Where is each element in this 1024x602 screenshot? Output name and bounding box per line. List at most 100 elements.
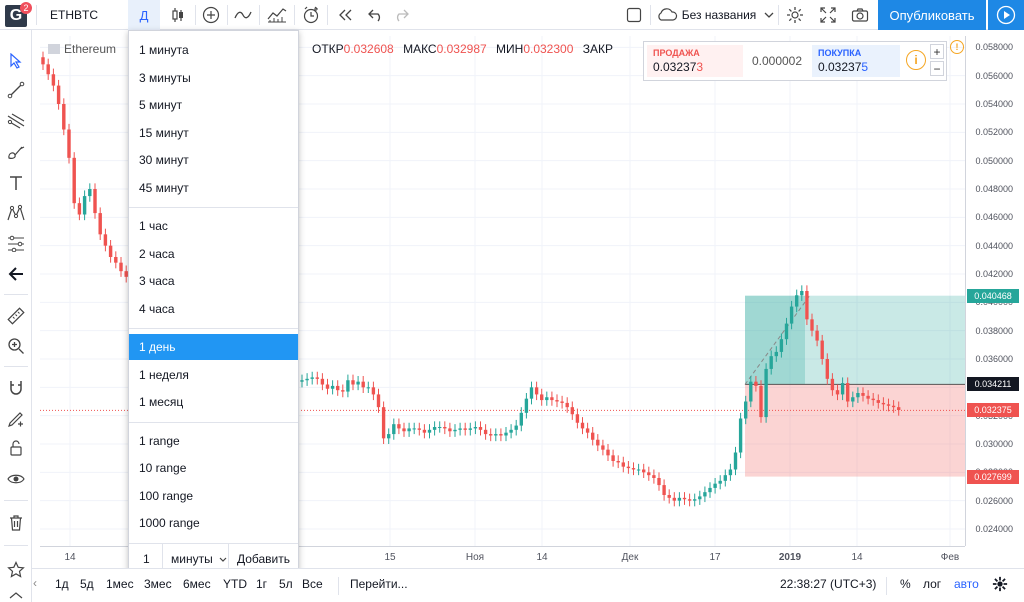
ruler-icon[interactable]	[4, 304, 28, 328]
custom-interval-input[interactable]: 1	[129, 544, 163, 574]
clock-timezone[interactable]: 22:38:27 (UTC+3)	[780, 577, 877, 591]
sell-button[interactable]: ПРОДАЖА 0.032373	[647, 45, 743, 77]
minus-button[interactable]: −	[930, 61, 944, 76]
divider	[4, 500, 28, 501]
replay-icon[interactable]	[330, 0, 360, 30]
gear-icon[interactable]	[780, 0, 810, 30]
trash-icon[interactable]	[4, 511, 28, 535]
candle-body	[427, 429, 432, 433]
goto-date-button[interactable]: Перейти...	[350, 577, 408, 591]
back-arrow-icon[interactable]	[4, 262, 28, 286]
tag-icon[interactable]	[4, 586, 28, 602]
indicators-icon[interactable]	[228, 0, 258, 30]
buy-button[interactable]: ПОКУПКА 0.032375	[812, 45, 900, 77]
interval-option[interactable]: 5 минут	[139, 98, 183, 112]
plus-button[interactable]: +	[930, 44, 944, 59]
zoom-in-icon[interactable]	[4, 334, 28, 358]
add-interval-button[interactable]: Добавить	[236, 552, 291, 566]
interval-option[interactable]: 1 range	[139, 433, 180, 448]
candle-body	[657, 478, 661, 486]
camera-icon[interactable]	[845, 0, 875, 30]
log-toggle[interactable]: лог	[923, 577, 942, 591]
bottom-toolbar: ‹ Перейти... 22:38:27 (UTC+3) % лог авто…	[32, 568, 1024, 602]
brush-icon[interactable]	[4, 140, 28, 164]
candles-icon[interactable]	[163, 0, 193, 30]
candle-body	[463, 428, 467, 430]
interval-dropdown: 1 минуты Добавить 1 минута 3 минуты 5 мину…	[128, 30, 299, 574]
price-tick-label: 0.048000	[975, 184, 1013, 194]
range-button[interactable]: 1г	[256, 577, 268, 591]
interval-option[interactable]: 1 час	[139, 219, 168, 233]
candle-body	[305, 378, 309, 381]
price-axis[interactable]	[965, 36, 1024, 546]
interval-option[interactable]: 100 range	[139, 488, 194, 503]
publish-button[interactable]: Опубликовать	[878, 0, 986, 30]
undo-icon[interactable]	[361, 0, 391, 30]
interval-option[interactable]: 10 range	[139, 461, 187, 475]
text-icon[interactable]	[4, 171, 28, 195]
interval-option[interactable]: 45 минут	[139, 180, 189, 195]
fullscreen-square-icon[interactable]	[619, 0, 649, 30]
interval-button[interactable]: Д	[128, 0, 160, 30]
cursor-icon[interactable]	[4, 49, 28, 73]
candle-body	[82, 196, 87, 215]
symbol-legend: Ethereum	[48, 42, 116, 56]
time-axis[interactable]: 14Окт15Ноя14Дек17201914Фев	[40, 546, 965, 566]
range-button[interactable]: 1д	[55, 577, 69, 591]
interval-option[interactable]: 15 минут	[139, 125, 189, 140]
trend-line-icon[interactable]	[4, 78, 28, 102]
cloud-icon	[658, 8, 677, 21]
candle-body	[693, 499, 697, 501]
add-indicator-icon[interactable]	[196, 0, 226, 30]
percent-toggle[interactable]: %	[900, 577, 911, 591]
prediction-icon[interactable]	[4, 231, 28, 255]
alert-clock-icon[interactable]	[296, 0, 326, 30]
pitchfork-icon[interactable]	[4, 109, 28, 133]
divider	[259, 5, 260, 25]
range-button[interactable]: YTD	[223, 577, 247, 591]
star-icon[interactable]	[4, 558, 28, 582]
auto-toggle[interactable]: авто	[954, 577, 979, 591]
compare-icon[interactable]	[262, 0, 292, 30]
scroll-left-icon[interactable]: ‹	[33, 576, 37, 590]
gear-icon[interactable]	[992, 576, 1008, 595]
warning-icon[interactable]: !	[950, 40, 964, 54]
play-button[interactable]	[988, 0, 1024, 30]
custom-interval-unit-select[interactable]: минуты	[163, 544, 229, 574]
fullscreen-icon[interactable]	[813, 0, 843, 30]
interval-option[interactable]: 3 минуты	[139, 70, 191, 85]
candle-body	[723, 475, 727, 481]
layout-menu-button[interactable]: Без названия	[654, 0, 776, 30]
pattern-icon[interactable]	[4, 201, 28, 225]
interval-option[interactable]: 3 часа	[139, 274, 175, 288]
interval-option[interactable]: 1 месяц	[139, 395, 184, 409]
draw-mode-icon[interactable]	[4, 406, 28, 430]
candle-body	[846, 383, 850, 402]
interval-option[interactable]: 2 часа	[139, 246, 175, 261]
range-button[interactable]: 3мес	[144, 577, 172, 591]
interval-option[interactable]: 1 неделя	[139, 367, 189, 382]
range-button[interactable]: 5л	[279, 577, 293, 591]
lock-icon[interactable]	[4, 436, 28, 460]
range-button[interactable]: 5д	[80, 577, 94, 591]
redo-icon[interactable]	[386, 0, 416, 30]
interval-option[interactable]: 1000 range	[139, 516, 200, 530]
range-button[interactable]: Все	[302, 577, 323, 591]
custom-interval-row: 1 минуты Добавить	[129, 543, 298, 574]
app-logo[interactable]: G 2	[2, 2, 32, 28]
range-button[interactable]: 6мес	[183, 577, 211, 591]
interval-option[interactable]: 1 день	[129, 334, 298, 360]
interval-option[interactable]: 4 часа	[139, 301, 175, 316]
position-path	[744, 294, 811, 385]
magnet-icon[interactable]	[4, 376, 28, 400]
info-icon[interactable]: i	[906, 50, 926, 70]
candle-body	[438, 427, 442, 428]
price-tick-label: 0.024000	[975, 524, 1013, 534]
range-button[interactable]: 1мес	[106, 577, 134, 591]
interval-option[interactable]: 30 минут	[139, 153, 189, 167]
eye-icon[interactable]	[4, 467, 28, 491]
interval-option[interactable]: 1 минута	[139, 43, 189, 57]
candle-body	[56, 85, 61, 104]
symbol-search-button[interactable]: ETHBTC	[50, 8, 98, 22]
